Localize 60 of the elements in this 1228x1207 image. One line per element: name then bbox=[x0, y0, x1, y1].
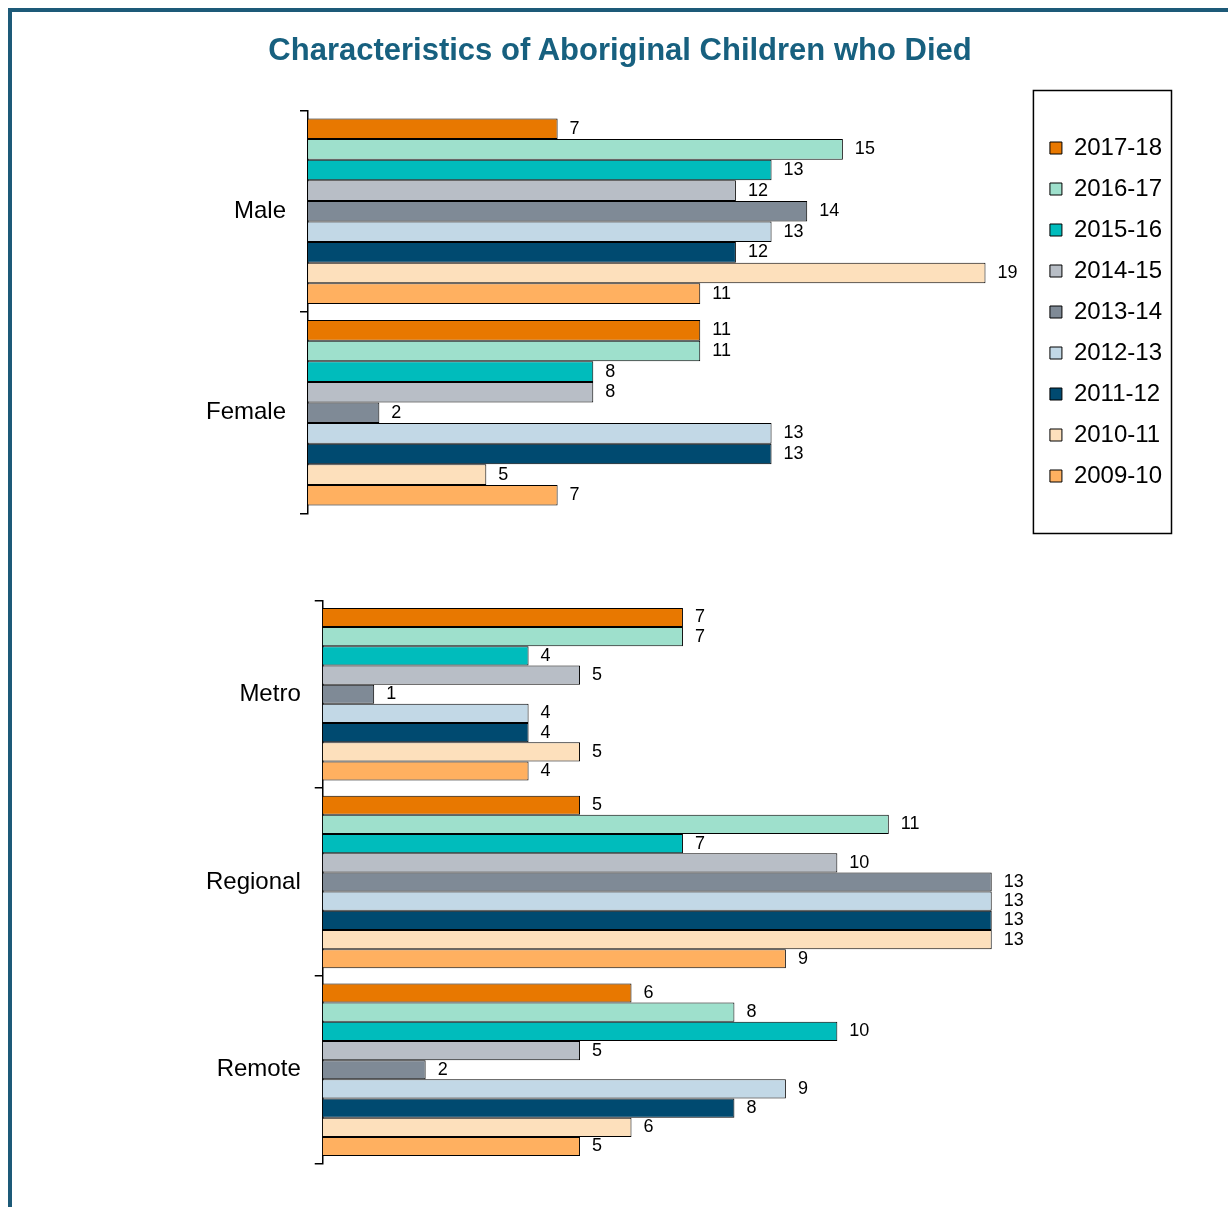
data-label: 5 bbox=[498, 463, 509, 484]
data-label: 12 bbox=[747, 241, 768, 262]
y-tick-label: Metro bbox=[239, 678, 301, 706]
data-label: 4 bbox=[540, 721, 551, 742]
data-label: 13 bbox=[783, 442, 804, 463]
data-label: 7 bbox=[569, 117, 580, 138]
data-label: 10 bbox=[849, 1020, 870, 1041]
y-tick-label: Remote bbox=[216, 1054, 301, 1082]
data-label: 2 bbox=[437, 1058, 448, 1079]
legend-label: 2009-10 bbox=[1073, 460, 1162, 488]
legend-label: 2011-12 bbox=[1073, 378, 1161, 406]
chart-title: Characteristics of Aboriginal Children who Died bbox=[267, 32, 973, 68]
data-label: 13 bbox=[783, 158, 804, 179]
data-label: 13 bbox=[1003, 909, 1024, 930]
data-label: 11 bbox=[712, 339, 731, 360]
y-tick-label: Female bbox=[206, 397, 287, 425]
data-label: 9 bbox=[797, 947, 808, 968]
data-label: 11 bbox=[712, 282, 731, 303]
data-label: 8 bbox=[605, 360, 616, 381]
data-label: 13 bbox=[1003, 890, 1024, 911]
data-label: 7 bbox=[694, 832, 705, 853]
data-label: 4 bbox=[540, 702, 551, 723]
legend-label: 2017-18 bbox=[1073, 132, 1162, 160]
data-label: 15 bbox=[854, 138, 875, 159]
data-label: 7 bbox=[569, 484, 580, 505]
data-label: 14 bbox=[819, 200, 840, 221]
y-tick-label: Male bbox=[234, 195, 287, 223]
data-label: 13 bbox=[783, 422, 804, 443]
data-label: 12 bbox=[747, 179, 768, 200]
data-label: 6 bbox=[643, 981, 654, 1002]
legend-label: 2015-16 bbox=[1073, 214, 1162, 242]
data-label: 5 bbox=[592, 1135, 603, 1156]
legend-label: 2016-17 bbox=[1073, 173, 1162, 201]
legend-label: 2014-15 bbox=[1073, 255, 1162, 283]
data-label: 4 bbox=[540, 644, 551, 665]
data-label: 7 bbox=[694, 606, 705, 627]
data-label: 5 bbox=[592, 740, 603, 761]
data-label: 7 bbox=[694, 625, 705, 646]
data-label: 11 bbox=[712, 319, 731, 340]
data-label: 5 bbox=[592, 794, 603, 815]
data-label: 13 bbox=[1003, 928, 1024, 949]
data-label: 5 bbox=[592, 664, 603, 685]
data-label: 4 bbox=[540, 760, 551, 780]
data-label: 8 bbox=[746, 1001, 757, 1022]
data-label: 8 bbox=[605, 381, 616, 402]
data-label: 2 bbox=[391, 401, 402, 422]
y-tick-label: Regional bbox=[206, 866, 301, 894]
legend-label: 2010-11 bbox=[1073, 419, 1161, 447]
data-label: 13 bbox=[1003, 870, 1024, 891]
data-label: 9 bbox=[797, 1077, 808, 1098]
data-label: 6 bbox=[643, 1116, 654, 1137]
data-label: 8 bbox=[746, 1097, 757, 1118]
data-label: 13 bbox=[783, 220, 804, 241]
data-label: 11 bbox=[900, 813, 920, 834]
legend-label: 2012-13 bbox=[1073, 337, 1162, 365]
data-label: 10 bbox=[849, 851, 870, 872]
data-label: 5 bbox=[592, 1039, 603, 1060]
data-label: 1 bbox=[386, 683, 397, 704]
data-label: 19 bbox=[997, 261, 1018, 282]
legend-label: 2013-14 bbox=[1073, 296, 1162, 324]
